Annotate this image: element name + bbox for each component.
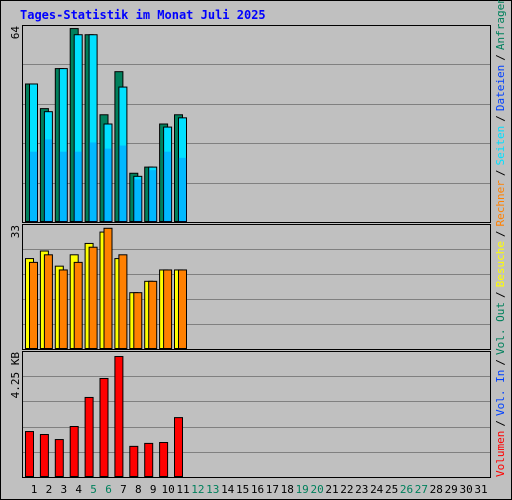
bar [178,117,187,222]
bar [58,68,68,222]
x-tick-label: 18 [281,483,294,496]
x-tick-label: 4 [75,483,82,496]
bar [59,151,68,222]
x-tick-label: 20 [310,483,323,496]
x-tick-label: 11 [176,483,189,496]
bar [44,139,53,222]
x-tick-label: 13 [206,483,219,496]
x-tick-label: 29 [445,483,458,496]
bar [58,269,68,350]
bar [73,34,83,222]
legend-item: Volumen [494,431,507,477]
x-tick-label: 12 [191,483,204,496]
legend-separator: / [494,169,507,176]
legend-item: Rechner [494,180,507,227]
legend-separator: / [494,230,507,237]
x-tick-label: 26 [400,483,413,496]
bar [69,426,79,477]
bar [29,83,38,222]
x-tick-label: 27 [415,483,428,496]
x-tick-label: 7 [120,483,127,496]
bar [148,166,158,222]
bar [43,254,53,349]
bar [178,157,187,222]
bar [84,396,94,477]
x-tick-label: 15 [236,483,249,496]
bar [148,170,157,222]
bar [88,246,98,350]
legend-separator: / [494,115,507,122]
bar [133,292,143,350]
y-tick-label: 4.25 KB [9,352,22,399]
legend-separator: / [494,359,507,366]
bar [39,434,49,478]
bar [178,269,187,350]
bar [74,151,83,222]
x-tick-label: 17 [266,483,279,496]
bar [29,151,38,222]
legend-separator: / [494,54,507,61]
bar [118,145,127,222]
legend-item: Vol. Out [494,302,507,355]
x-tick-label: 3 [60,483,67,496]
legend-item: Dateien [494,65,507,111]
bar [54,439,64,477]
bar [144,442,154,477]
x-tick-label: 6 [105,483,112,496]
legend-item: Seiten [494,126,507,166]
bar [163,269,173,350]
bar [43,111,53,222]
bar [29,261,38,349]
bar [99,377,109,477]
y-tick-label: 33 [9,225,22,238]
bar [129,445,139,477]
x-tick-label: 8 [135,483,142,496]
bar [104,148,112,222]
x-tick-label: 22 [340,483,353,496]
x-tick-label: 28 [430,483,443,496]
x-tick-label: 2 [46,483,53,496]
x-tick-label: 19 [296,483,309,496]
bar [73,261,83,349]
x-tick-label: 5 [90,483,97,496]
legend-item: Besuche [494,241,507,287]
bar [89,142,98,222]
bar [159,442,169,478]
y-tick-label: 64 [9,26,22,40]
x-tick-label: 25 [385,483,398,496]
x-tick-label: 23 [355,483,368,496]
bar [148,280,158,349]
bar [118,254,128,349]
legend: Volumen / Vol. In / Vol. Out / Besuche / Rechner… [494,0,507,477]
bar [163,151,172,222]
x-tick-label: 30 [459,483,472,496]
bar [118,86,128,222]
x-tick-label: 1 [31,483,38,496]
legend-item: Anfragen [494,0,507,50]
x-tick-label: 9 [150,483,157,496]
bar [103,123,113,222]
bar [88,34,98,222]
x-tick-label: 14 [221,483,235,496]
bar [133,179,142,222]
chart-title: Tages-Statistik im Monat Juli 2025 [20,8,266,22]
bar [103,227,113,349]
bar [114,356,124,478]
bar [174,417,183,478]
bar [163,126,173,222]
legend-item: Vol. In [494,370,507,416]
x-tick-label: 10 [161,483,174,496]
bar [25,431,34,477]
legend-separator: / [494,291,507,298]
legend-separator: / [494,420,507,427]
x-tick-label: 24 [370,483,384,496]
bar [133,175,143,222]
x-tick-label: 21 [325,483,338,496]
x-tick-label: 16 [251,483,264,496]
x-tick-label: 31 [474,483,487,496]
